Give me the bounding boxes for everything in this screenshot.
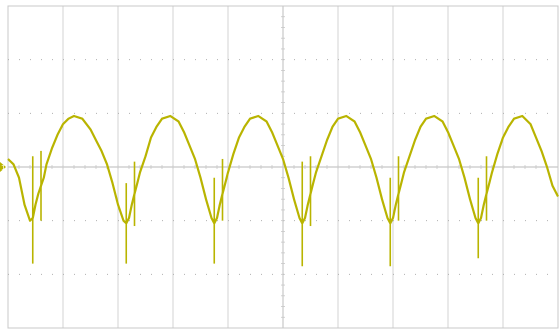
waveform-line xyxy=(7,114,559,225)
trace xyxy=(7,114,559,267)
channel-label: 1 xyxy=(1,164,5,172)
channel-marker: 1 xyxy=(0,162,6,172)
grid xyxy=(7,5,559,329)
channel-ground-arrow xyxy=(0,162,6,172)
